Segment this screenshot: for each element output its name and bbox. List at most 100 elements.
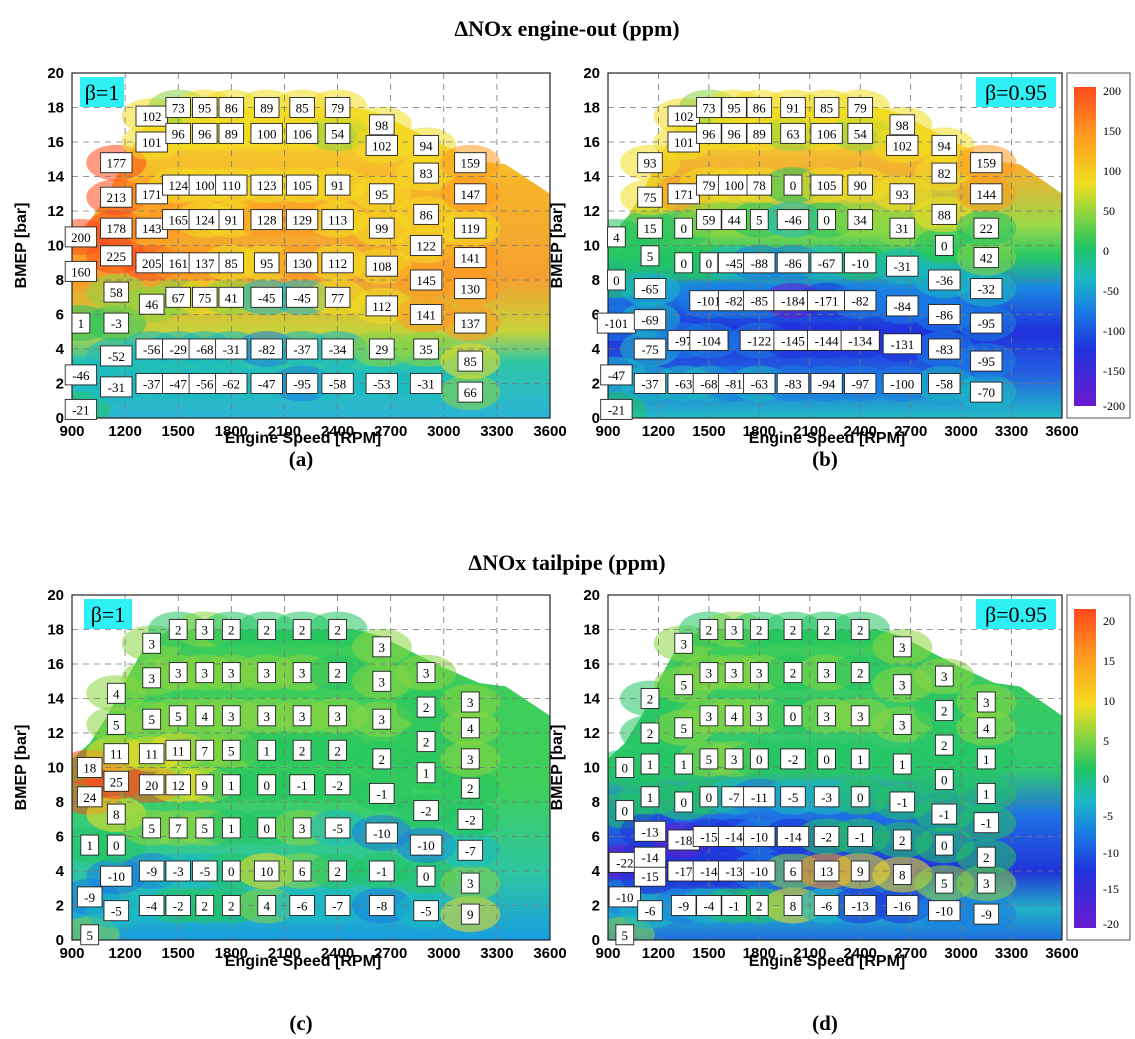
- data-label-text: -3: [111, 316, 122, 331]
- data-label-box: [454, 247, 487, 269]
- data-label-box: [454, 312, 487, 334]
- data-label: -184: [773, 290, 813, 312]
- data-label-box: [931, 803, 958, 825]
- data-label: 73: [696, 97, 722, 118]
- data-label: 2: [640, 688, 660, 709]
- bottom-section-title: ΔNOx tailpipe (ppm): [468, 550, 665, 575]
- x-tick-label: 2100: [793, 945, 826, 962]
- data-label-box: [365, 295, 398, 317]
- data-label: 96: [696, 122, 722, 144]
- data-label: 2: [328, 739, 347, 761]
- data-label-text: 2: [423, 735, 430, 750]
- data-label-box: [886, 295, 919, 317]
- data-label-box: [882, 373, 922, 394]
- data-label: 58: [103, 281, 130, 303]
- data-label-text: 2: [423, 700, 430, 715]
- data-label-box: [64, 260, 98, 282]
- x-tick-label: 3300: [995, 945, 1028, 962]
- data-label-text: -6: [645, 904, 656, 919]
- data-label-text: -47: [170, 377, 188, 392]
- data-label: 29: [369, 338, 395, 360]
- data-label: -94: [810, 373, 843, 394]
- data-label: 79: [696, 174, 722, 196]
- data-label: 91: [218, 209, 245, 231]
- data-label-box: [192, 860, 218, 882]
- data-label-text: 15: [644, 221, 657, 236]
- data-label: 0: [106, 834, 126, 856]
- data-label: 4: [976, 717, 996, 739]
- data-label-text: 29: [375, 342, 388, 357]
- x-tick-label: 1200: [642, 945, 675, 962]
- data-label: 5: [142, 708, 162, 730]
- data-label: 2: [934, 734, 954, 756]
- data-label-box: [889, 217, 916, 239]
- data-label-box: [783, 895, 803, 916]
- data-label-box: [743, 373, 776, 394]
- data-label-text: 119: [461, 221, 480, 236]
- data-label-box: [454, 278, 487, 300]
- data-label-text: 0: [823, 213, 830, 228]
- data-label-text: 85: [464, 354, 477, 369]
- data-label-box: [674, 217, 694, 239]
- data-label-box: [743, 860, 776, 882]
- data-label: 2: [817, 619, 836, 640]
- data-label: -67: [810, 252, 843, 274]
- plot-frame: [71, 594, 551, 941]
- data-label-box: [257, 739, 277, 761]
- data-label-text: 5: [113, 717, 120, 732]
- data-label: 160: [64, 260, 98, 282]
- data-label: 1: [892, 753, 912, 775]
- x-tick-label: 1800: [743, 423, 776, 440]
- data-label-text: 0: [941, 838, 948, 853]
- data-label-text: -144: [815, 333, 839, 348]
- data-label: 113: [321, 209, 354, 231]
- data-label-box: [810, 122, 843, 144]
- data-label: -82: [844, 290, 877, 312]
- beta-label: β=0.95: [985, 80, 1047, 105]
- data-label-box: [847, 826, 873, 847]
- data-label-text: -37: [641, 377, 659, 392]
- data-label: 31: [889, 217, 916, 239]
- data-label: 2: [257, 619, 277, 640]
- data-label: 171: [135, 183, 168, 205]
- data-label-box: [138, 860, 165, 882]
- data-label: 3: [372, 636, 392, 658]
- data-label-box: [749, 748, 769, 770]
- beta-badge: [80, 77, 124, 107]
- data-label: -2: [324, 774, 351, 796]
- data-label-text: -62: [223, 377, 240, 392]
- data-label-box: [138, 743, 165, 765]
- x-tick-label: 900: [595, 945, 620, 962]
- data-label: 3: [292, 705, 312, 727]
- data-label-text: -10: [616, 890, 633, 905]
- data-label: 3: [460, 872, 480, 894]
- data-label-text: 78: [753, 178, 766, 193]
- colorbar-top-tick: -150: [1103, 364, 1125, 378]
- data-label: -62: [215, 373, 248, 394]
- data-label: -68: [692, 373, 726, 394]
- data-label: 9: [850, 860, 870, 882]
- data-label-text: 0: [941, 773, 948, 788]
- data-label-text: 130: [461, 282, 481, 297]
- data-label: 3: [976, 872, 996, 894]
- data-label-box: [810, 373, 843, 394]
- data-label-text: 128: [257, 213, 277, 228]
- data-label: 2: [749, 619, 769, 640]
- data-label-text: 25: [110, 774, 123, 789]
- data-label: 0: [783, 174, 803, 196]
- data-label-text: 67: [172, 290, 186, 305]
- data-label-text: -81: [725, 377, 742, 392]
- data-label: 122: [409, 235, 443, 256]
- data-label: -122: [739, 329, 779, 351]
- data-label-text: 99: [375, 221, 388, 236]
- y-tick-label: 20: [47, 65, 64, 82]
- data-label-box: [844, 373, 877, 394]
- x-tick-label: 2100: [268, 945, 301, 962]
- data-label-text: 94: [938, 138, 952, 153]
- data-label-box: [640, 688, 660, 709]
- data-label-text: 54: [331, 126, 345, 141]
- data-label: -9: [138, 860, 165, 882]
- data-label-box: [215, 338, 248, 360]
- data-label: -56: [188, 373, 221, 394]
- x-tick-label: 900: [59, 423, 84, 440]
